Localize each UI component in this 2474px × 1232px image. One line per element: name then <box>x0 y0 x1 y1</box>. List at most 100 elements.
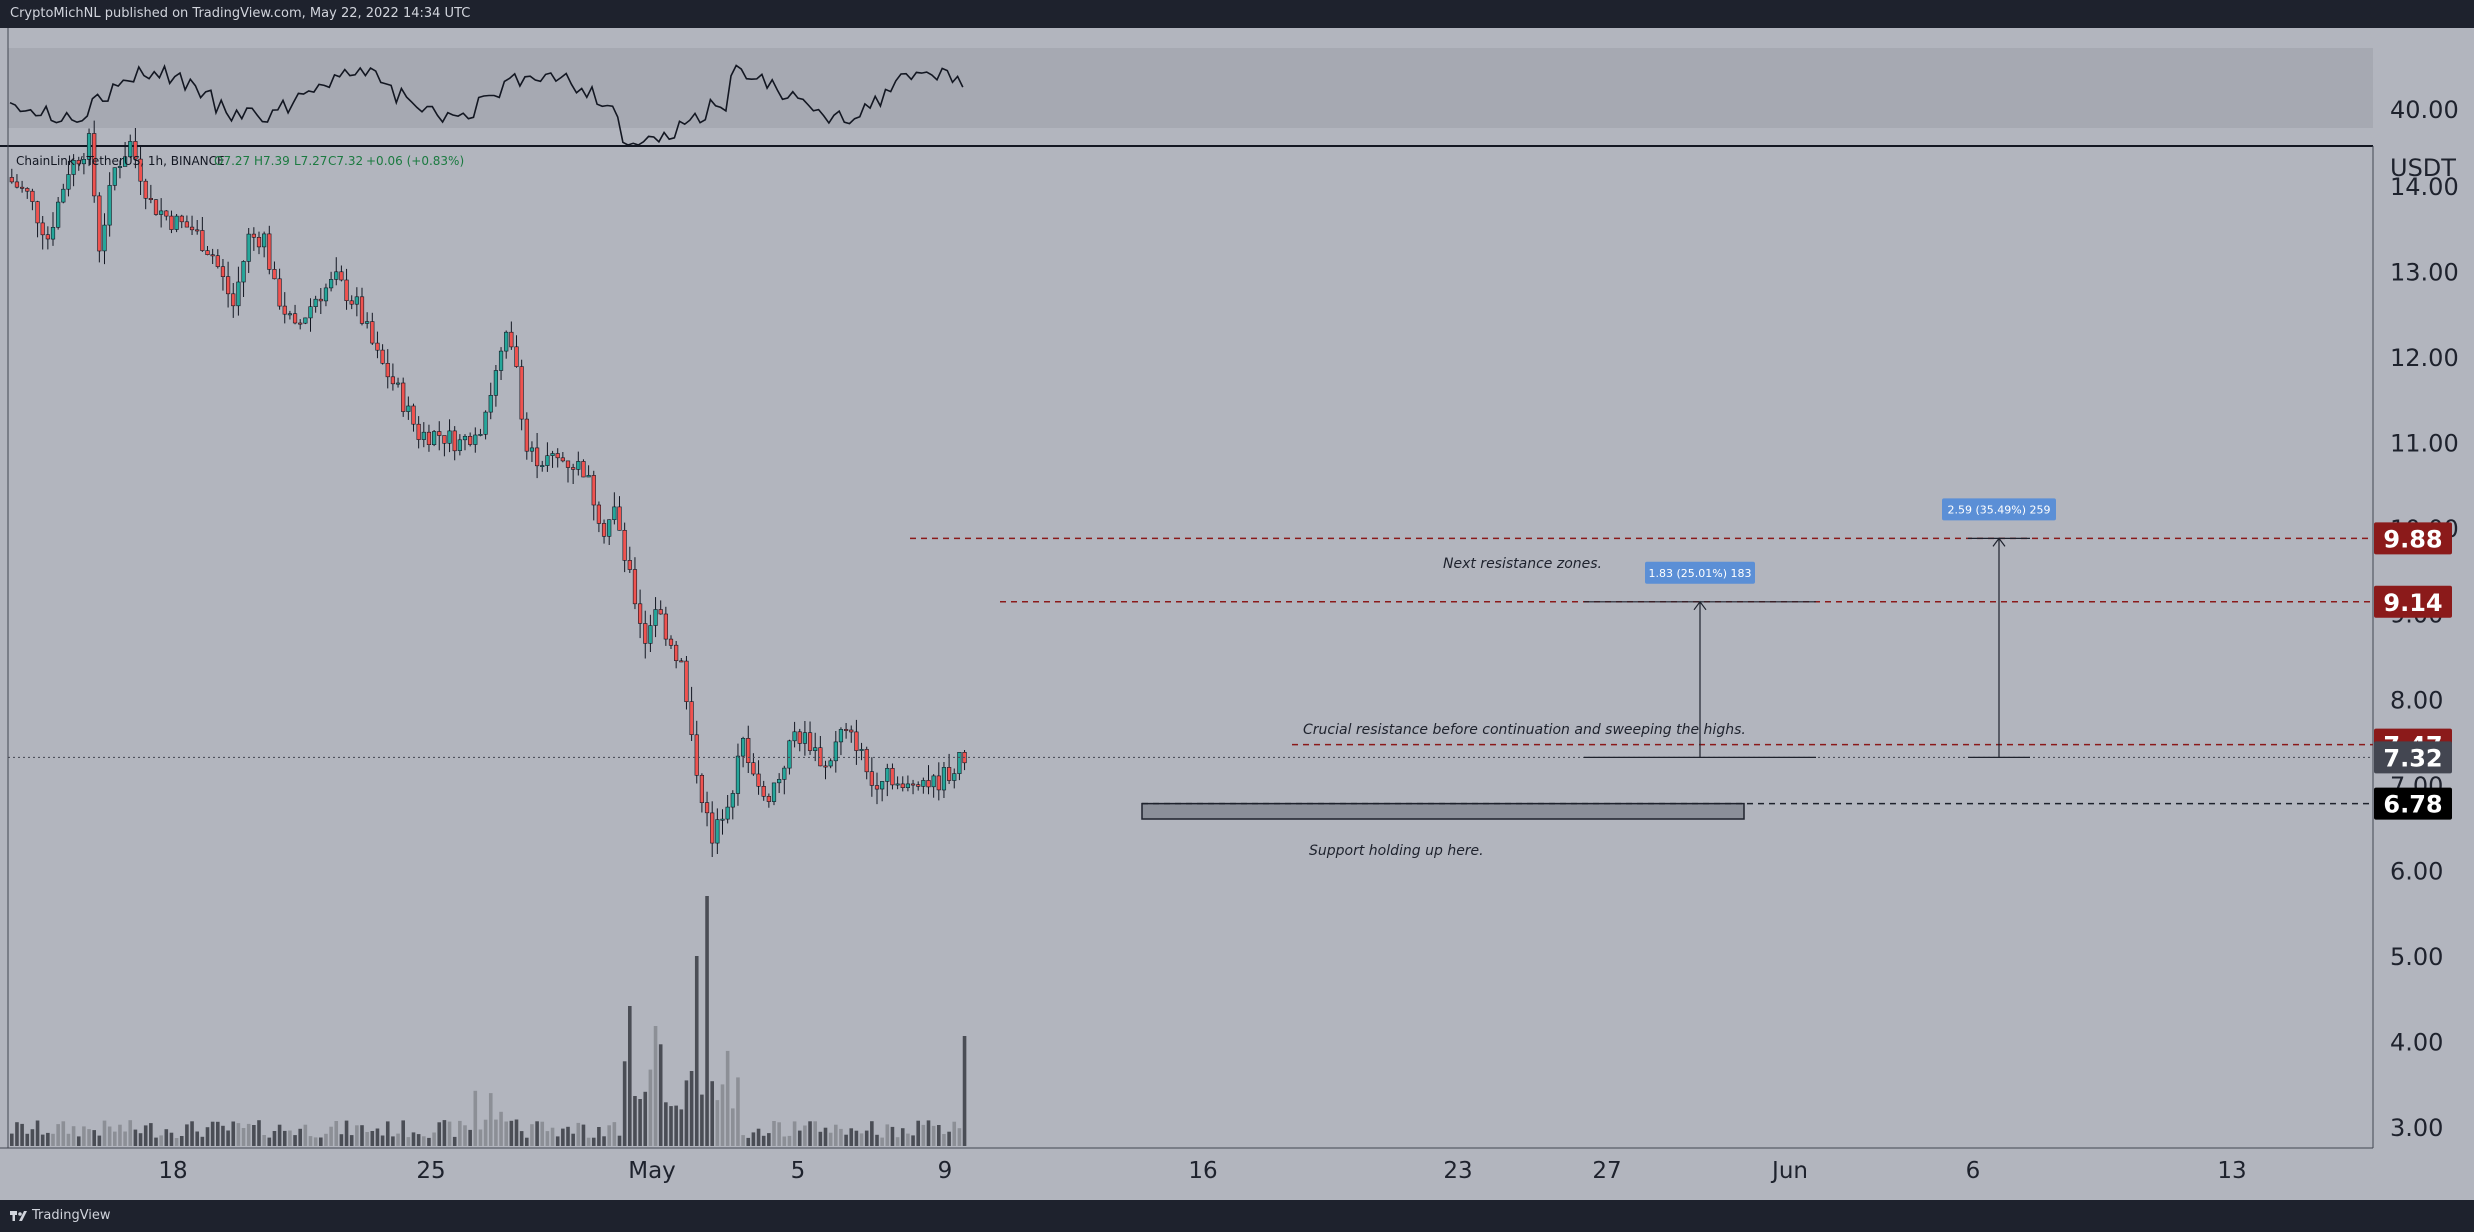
volume-bar <box>174 1138 179 1146</box>
candle <box>560 452 565 463</box>
volume-bar <box>530 1124 534 1146</box>
volume-bar <box>149 1123 153 1146</box>
volume-bar <box>391 1136 395 1146</box>
annotation-support: Support holding up here. <box>1309 843 1484 859</box>
candle <box>226 261 231 308</box>
volume-bar <box>669 1106 673 1146</box>
candle <box>14 174 20 189</box>
candle <box>740 736 746 768</box>
measure-tool-1[interactable]: 1.83 (25.01%) 183 <box>1584 561 1816 759</box>
candle <box>272 261 277 280</box>
candle <box>365 312 370 329</box>
volume-bar <box>895 1137 900 1146</box>
candle <box>431 430 437 447</box>
volume-bar <box>422 1136 426 1146</box>
volume-bar <box>916 1120 920 1146</box>
volume-bar <box>499 1111 503 1146</box>
volume-bar <box>864 1130 869 1146</box>
x-tick-label: 27 <box>1592 1158 1621 1184</box>
candle <box>571 463 576 484</box>
volume-bar <box>87 1129 91 1146</box>
candle <box>169 210 174 234</box>
candle <box>287 310 293 320</box>
candle <box>782 765 787 795</box>
volume-bar <box>674 1105 678 1146</box>
rsi-pane[interactable]: 40.00 <box>0 48 2459 147</box>
volume-bar <box>628 1006 632 1146</box>
volume-bar <box>66 1133 71 1146</box>
price-tags: 9.88 9.14 7.47 7.32 6.78 <box>2374 522 2452 820</box>
volume-bar <box>911 1135 915 1146</box>
volume-bar <box>756 1128 761 1146</box>
volume-bar <box>432 1132 436 1146</box>
candle <box>910 779 916 795</box>
rsi-line <box>9 64 964 146</box>
candle <box>529 441 535 462</box>
volume-bar <box>40 1134 45 1146</box>
measure-tool-2[interactable]: 2.59 (35.49%) 259 <box>1942 498 2056 759</box>
volume-bar <box>313 1137 318 1146</box>
volume-bar <box>746 1137 751 1146</box>
volume-bar <box>473 1090 478 1146</box>
candle <box>885 763 890 797</box>
svg-text:6.78: 6.78 <box>2383 791 2442 819</box>
candle <box>771 782 777 806</box>
candle <box>612 492 617 525</box>
candle <box>493 365 499 407</box>
volume-bar <box>241 1128 246 1146</box>
volume-bar <box>15 1122 19 1146</box>
volume-bar <box>571 1133 575 1146</box>
volume-bar <box>344 1120 349 1146</box>
volume-bar <box>602 1136 606 1146</box>
candle <box>632 557 638 610</box>
candle <box>643 610 648 659</box>
volume-bar <box>159 1135 163 1146</box>
candle <box>483 410 488 440</box>
price-tag-7-32: 7.32 <box>2374 741 2452 774</box>
volume-bar <box>226 1130 230 1146</box>
footer-brand: TradingView <box>32 1208 111 1223</box>
volume-bar <box>97 1135 102 1146</box>
volume-bar <box>890 1126 895 1146</box>
volume-bar <box>365 1132 369 1146</box>
candle <box>256 231 262 255</box>
candle <box>581 459 586 478</box>
candle <box>45 226 50 250</box>
volume-bar <box>262 1135 266 1146</box>
y-tick-label: 8.00 <box>2390 686 2443 714</box>
candle <box>457 434 462 456</box>
candle <box>699 773 704 813</box>
support-zone-box[interactable] <box>1141 802 1745 820</box>
volume-bar <box>576 1122 581 1146</box>
volume-bar <box>658 1044 663 1146</box>
candle <box>895 776 900 790</box>
volume-bar <box>303 1124 308 1146</box>
candle <box>704 791 710 827</box>
volume-bar <box>545 1131 550 1146</box>
candle <box>174 214 179 233</box>
candle <box>303 317 308 325</box>
candle <box>710 801 715 857</box>
currency-label: USDT <box>2390 154 2456 182</box>
y-tick-label: 13.00 <box>2390 259 2459 287</box>
x-tick-label: 18 <box>158 1158 187 1184</box>
candle <box>323 283 329 307</box>
candlestick-series[interactable] <box>9 120 967 857</box>
volume-bar <box>550 1127 555 1146</box>
candle <box>601 519 607 544</box>
volume-bar <box>20 1123 24 1146</box>
volume-bar <box>339 1134 344 1146</box>
candle <box>565 460 571 483</box>
candle <box>25 187 30 199</box>
candle <box>468 432 473 447</box>
svg-text:9.88: 9.88 <box>2383 525 2442 553</box>
candle <box>756 760 761 795</box>
volume-bar <box>540 1121 545 1146</box>
volume-bar <box>792 1121 797 1146</box>
volume-bar <box>607 1125 611 1146</box>
x-tick-label: 9 <box>938 1158 953 1184</box>
publisher-text: CryptoMichNL published on TradingView.co… <box>10 6 471 21</box>
candle <box>220 259 226 291</box>
measure-2-label: 2.59 (35.49%) 259 <box>1947 503 2050 516</box>
